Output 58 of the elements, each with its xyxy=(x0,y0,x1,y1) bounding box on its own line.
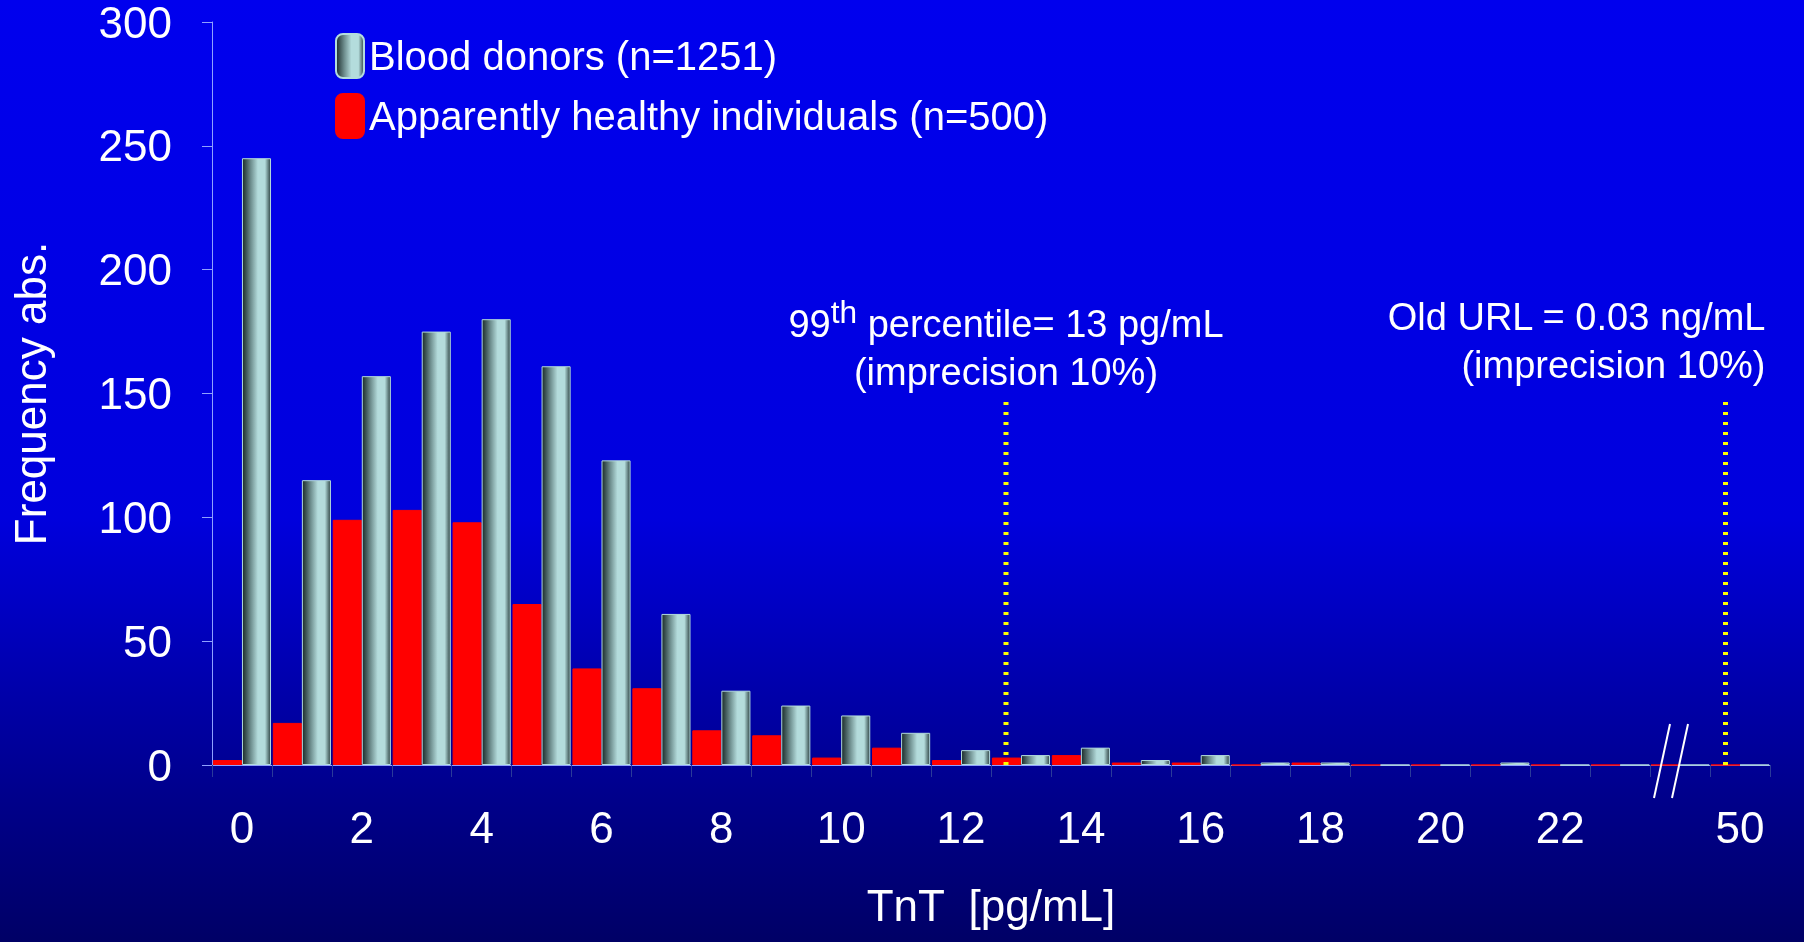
bar xyxy=(452,522,482,765)
bar xyxy=(931,760,962,765)
bar xyxy=(901,732,931,765)
bar xyxy=(1200,755,1230,765)
bar xyxy=(421,331,451,765)
x-tick-label: 50 xyxy=(1715,802,1765,852)
bar xyxy=(512,604,542,765)
bar xyxy=(991,757,1021,765)
legend-label: Apparently healthy individuals (n=500) xyxy=(369,94,1049,138)
bar xyxy=(361,376,391,765)
x-tick-label: 16 xyxy=(1176,802,1226,852)
y-tick-label: 150 xyxy=(98,369,172,418)
bar xyxy=(301,480,331,765)
bar xyxy=(392,509,422,765)
y-axis-title: Frequency abs. xyxy=(5,241,55,546)
bar xyxy=(781,705,811,765)
bar xyxy=(1051,755,1081,765)
bar xyxy=(721,690,751,765)
bar xyxy=(1020,755,1051,765)
legend-label: Blood donors (n=1251) xyxy=(369,34,778,78)
bar xyxy=(961,750,991,765)
bar xyxy=(481,319,511,765)
bar xyxy=(572,668,602,765)
bar xyxy=(601,460,631,765)
bar xyxy=(661,613,691,765)
x-tick-label: 18 xyxy=(1296,802,1346,852)
x-tick-label: 14 xyxy=(1056,802,1106,852)
bar xyxy=(632,688,662,765)
bar xyxy=(272,722,302,765)
bar xyxy=(752,735,782,765)
bar xyxy=(1080,747,1110,765)
y-tick-label: 250 xyxy=(98,121,172,171)
x-tick-label: 12 xyxy=(936,802,986,852)
y-tick-label: 0 xyxy=(147,740,172,790)
x-tick-label: 2 xyxy=(349,802,375,852)
bar xyxy=(1140,760,1170,765)
annotation: 99$^{th}$ percentile= 13 pg/mL (imprecision 10%) xyxy=(787,293,1225,395)
bar xyxy=(841,715,871,765)
bar xyxy=(241,158,272,765)
y-tick-label: 200 xyxy=(98,245,172,295)
y-tick-label: 300 xyxy=(98,0,172,47)
x-tick-label: 10 xyxy=(816,802,866,852)
x-tick-label: 8 xyxy=(709,802,734,852)
x-tick-label: 20 xyxy=(1415,802,1465,852)
y-tick-label: 50 xyxy=(123,616,172,666)
ref-line-label: Old URL = 0.03 ng/mL (imprecision 10%) xyxy=(1387,295,1766,386)
bar xyxy=(332,519,362,765)
bar xyxy=(812,757,842,765)
x-tick-label: 22 xyxy=(1535,802,1585,852)
x-tick-label: 4 xyxy=(469,802,494,852)
bar xyxy=(872,747,902,765)
bar xyxy=(212,760,242,765)
x-tick-label: 0 xyxy=(229,802,255,852)
x-tick-label: 6 xyxy=(589,802,614,852)
bar xyxy=(692,730,722,765)
x-axis-title: TnT [pg/mL] xyxy=(866,880,1116,930)
bar xyxy=(541,366,571,765)
y-tick-label: 100 xyxy=(98,492,172,542)
